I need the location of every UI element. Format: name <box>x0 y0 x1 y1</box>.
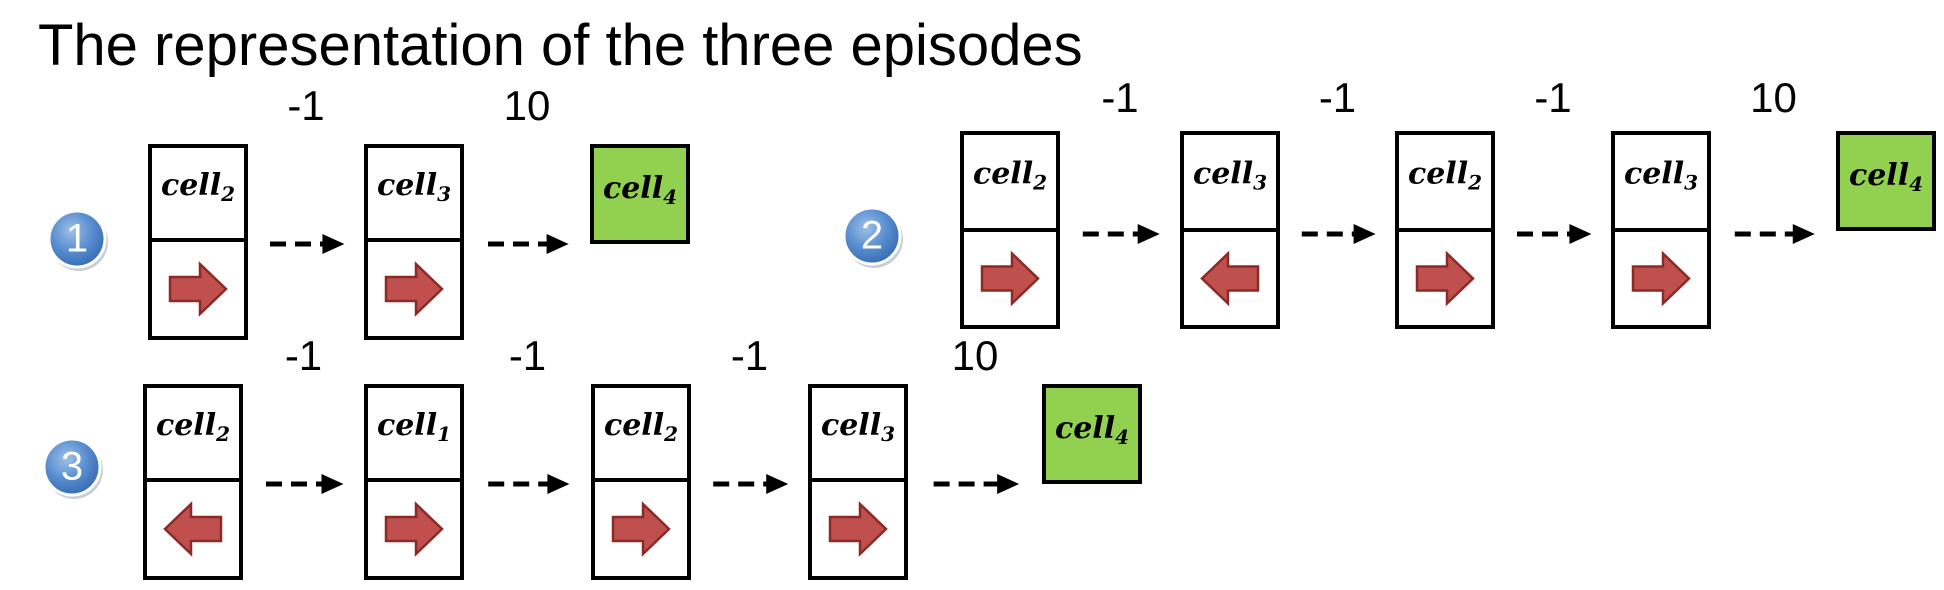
state-action-box: cell3 <box>1611 131 1711 329</box>
terminal-cell-label: cell4 <box>1849 158 1923 196</box>
state-cell-label: cell3 <box>1193 157 1267 195</box>
reward-label: 10 <box>952 332 999 379</box>
reward-label: 10 <box>1750 74 1797 121</box>
transition-arrowhead-icon <box>321 474 344 494</box>
state-action-box: cell2 <box>143 384 243 580</box>
state-cell-label: cell1 <box>377 408 451 446</box>
terminal-state: cell4 <box>1836 131 1936 231</box>
right-arrow-icon <box>980 250 1040 307</box>
badge-number: 3 <box>61 445 83 489</box>
terminal-cell-label: cell4 <box>1055 411 1129 449</box>
badge-number: 1 <box>66 217 88 261</box>
terminal-cell-label: cell4 <box>603 171 677 209</box>
right-arrow-icon <box>828 501 888 557</box>
state-action-box: cell2 <box>591 384 691 580</box>
state-action-box: cell2 <box>148 144 248 340</box>
transition-arrowhead-icon <box>322 234 345 254</box>
episode-badge: 3 <box>42 437 103 499</box>
state-cell-label: cell2 <box>1408 157 1482 195</box>
state-cell-label: cell2 <box>161 168 235 206</box>
reward-label: -1 <box>1319 74 1356 121</box>
badge-number: 2 <box>861 214 883 258</box>
transition-arrowhead-icon <box>547 474 570 494</box>
badge-circle <box>842 206 902 266</box>
terminal-box <box>1836 131 1936 231</box>
right-arrow-icon <box>384 261 444 317</box>
transition-arrowhead-icon <box>546 234 569 254</box>
state-cell-label: cell2 <box>156 408 230 446</box>
reward-label: -1 <box>1101 74 1138 121</box>
reward-label: -1 <box>731 332 768 379</box>
reward-label: -1 <box>285 332 322 379</box>
state-cell-label: cell2 <box>973 157 1047 195</box>
state-action-box: cell3 <box>1180 131 1280 329</box>
state-action-box: cell3 <box>808 384 908 580</box>
left-arrow-icon <box>163 501 223 557</box>
diagram-title: The representation of the three episodes <box>38 13 1083 78</box>
left-arrow-icon <box>1200 250 1260 307</box>
transition-arrowhead-icon <box>1569 224 1592 244</box>
transition-arrowhead-icon <box>1792 224 1815 244</box>
terminal-state: cell4 <box>1042 384 1142 484</box>
episode-badge: 2 <box>842 206 903 268</box>
terminal-state: cell4 <box>590 144 690 244</box>
transition-arrowhead-icon <box>997 474 1020 494</box>
episode-1: 1 cell2 -1 cell3 10 cell4 <box>47 82 690 340</box>
transition-arrowhead-icon <box>766 474 789 494</box>
state-cell-label: cell2 <box>604 408 678 446</box>
reward-label: -1 <box>287 82 324 129</box>
reward-label: -1 <box>1534 74 1571 121</box>
state-action-box: cell1 <box>364 384 464 580</box>
right-arrow-icon <box>1631 250 1691 307</box>
state-action-box: cell2 <box>1395 131 1495 329</box>
state-action-box: cell3 <box>364 144 464 340</box>
terminal-box <box>1042 384 1142 484</box>
episode-3: 3 cell2 -1 cell1 -1 cell2 -1 cell3 10 cell4 <box>42 332 1142 580</box>
transition-arrowhead-icon <box>1353 224 1376 244</box>
state-cell-label: cell3 <box>821 408 895 446</box>
badge-circle <box>47 209 107 269</box>
right-arrow-icon <box>168 261 228 317</box>
right-arrow-icon <box>611 501 671 557</box>
state-cell-label: cell3 <box>377 168 451 206</box>
state-cell-label: cell3 <box>1624 157 1698 195</box>
episode-badge: 1 <box>47 209 108 271</box>
badge-circle <box>42 437 102 497</box>
right-arrow-icon <box>1415 250 1475 307</box>
reward-label: -1 <box>509 332 546 379</box>
terminal-box <box>590 144 690 244</box>
right-arrow-icon <box>384 501 444 557</box>
episode-2: 2 cell2 -1 cell3 -1 cell2 -1 cell3 10 cell4 <box>842 74 1936 329</box>
transition-arrowhead-icon <box>1137 224 1160 244</box>
reward-label: 10 <box>504 82 551 129</box>
state-action-box: cell2 <box>960 131 1060 329</box>
